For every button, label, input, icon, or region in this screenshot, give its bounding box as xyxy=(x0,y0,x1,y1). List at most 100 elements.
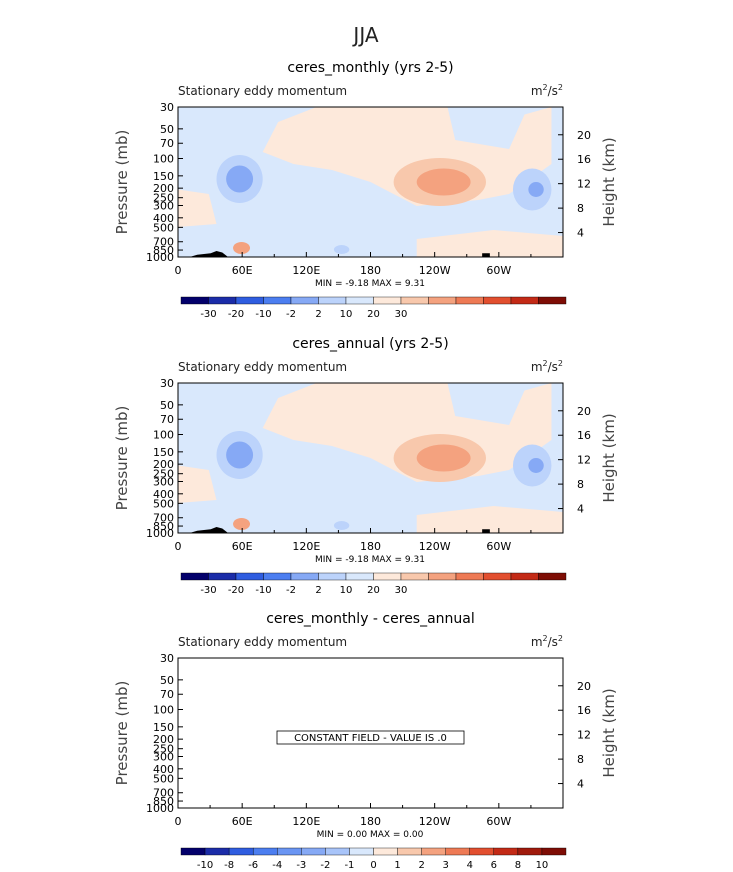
x-tick-label: 0 xyxy=(175,540,182,553)
colorbar-label: 4 xyxy=(467,860,473,871)
colorbar-swatch xyxy=(483,296,512,305)
y-tick-label: 250 xyxy=(153,468,174,481)
y-tick-label: 150 xyxy=(153,446,174,459)
colorbar-swatch xyxy=(445,847,470,856)
y-tick-label: 500 xyxy=(153,772,174,785)
colorbar-swatch xyxy=(263,572,292,581)
colorbar-label: 10 xyxy=(340,309,353,320)
y-axis-label: Pressure (mb) xyxy=(113,681,131,786)
colorbar-swatch xyxy=(290,572,319,581)
colorbar-swatch xyxy=(455,296,484,305)
colorbar-label: -3 xyxy=(296,860,306,871)
y-right-tick-label: 16 xyxy=(577,153,591,166)
y-tick-label: 150 xyxy=(153,721,174,734)
minmax-label: MIN = -9.18 MAX = 9.31 xyxy=(315,555,425,565)
colorbar-label: 10 xyxy=(536,860,549,871)
colorbar-label: -30 xyxy=(200,585,216,596)
panel-subtitle: Stationary eddy momentum xyxy=(178,635,347,649)
colorbar-swatch xyxy=(428,296,457,305)
x-tick-label: 60E xyxy=(232,540,253,553)
y-tick-label: 850 xyxy=(153,795,174,808)
y-right-axis-label: Height (km) xyxy=(600,137,618,226)
y-right-tick-label: 16 xyxy=(577,429,591,442)
colorbar-swatch xyxy=(345,572,374,581)
y-tick-label: 100 xyxy=(153,429,174,442)
field xyxy=(178,107,563,257)
colorbar-label: -2 xyxy=(286,585,296,596)
surface-positive xyxy=(233,518,250,530)
y-right-tick-label: 4 xyxy=(577,503,584,516)
y-tick-label: 150 xyxy=(153,170,174,183)
y-tick-label: 70 xyxy=(160,688,174,701)
x-tick-label: 120E xyxy=(292,815,320,828)
y-right-tick-label: 4 xyxy=(577,778,584,791)
panel-title: ceres_monthly - ceres_annual xyxy=(266,611,475,627)
positive-region-west xyxy=(178,189,217,227)
minmax-label: MIN = -9.18 MAX = 9.31 xyxy=(315,279,425,289)
positive-contour-10 xyxy=(416,444,471,472)
colorbar-swatch xyxy=(400,296,429,305)
annotation-text: CONSTANT FIELD - VALUE IS .0 xyxy=(294,733,447,744)
y-right-tick-label: 8 xyxy=(577,478,584,491)
colorbar-swatch xyxy=(235,572,264,581)
x-tick-label: 0 xyxy=(175,264,182,277)
figure-title: JJA xyxy=(351,23,378,47)
colorbar-label: 30 xyxy=(395,585,408,596)
y-tick-label: 250 xyxy=(153,192,174,205)
x-tick-label: 60W xyxy=(486,264,511,277)
y-right-tick-label: 20 xyxy=(577,129,591,142)
y-tick-label: 850 xyxy=(153,244,174,257)
colorbar-swatch xyxy=(318,296,347,305)
colorbar-swatch xyxy=(235,296,264,305)
colorbar-swatch xyxy=(469,847,495,856)
colorbar-swatch xyxy=(493,847,519,856)
y-tick-label: 100 xyxy=(153,704,174,717)
negative-contour-east-core xyxy=(528,182,544,197)
y-tick-label: 400 xyxy=(153,763,174,776)
colorbar-swatch xyxy=(180,572,209,581)
positive-region-low xyxy=(416,230,563,257)
colorbar-swatch xyxy=(204,847,230,856)
colorbar-label: -10 xyxy=(255,309,271,320)
y-tick-label: 400 xyxy=(153,212,174,225)
colorbar-label: -20 xyxy=(228,585,244,596)
colorbar-swatch xyxy=(228,847,254,856)
colorbar-swatch xyxy=(541,847,567,856)
colorbar-label: -8 xyxy=(224,860,234,871)
x-tick-label: 120W xyxy=(419,540,451,553)
colorbar-swatch xyxy=(483,572,512,581)
y-tick-label: 250 xyxy=(153,743,174,756)
colorbar-swatch xyxy=(325,847,350,856)
x-tick-label: 180 xyxy=(360,540,381,553)
colorbar-label: 20 xyxy=(367,585,380,596)
y-tick-label: 30 xyxy=(160,377,174,390)
panel-title: ceres_annual (yrs 2-5) xyxy=(292,336,448,352)
y-tick-label: 70 xyxy=(160,137,174,150)
positive-contour-10 xyxy=(416,168,471,196)
chart-panel-1: ceres_monthly (yrs 2-5) Stationary eddy m… xyxy=(113,60,618,320)
colorbar-label: -10 xyxy=(197,860,213,871)
y-right-tick-label: 16 xyxy=(577,704,591,717)
colorbar-swatch xyxy=(538,296,567,305)
y-tick-label: 300 xyxy=(153,475,174,488)
x-tick-label: 120W xyxy=(419,264,451,277)
colorbar-swatch xyxy=(301,847,326,856)
colorbar-label: -4 xyxy=(272,860,282,871)
colorbar-label: -10 xyxy=(255,585,271,596)
minmax-label: MIN = 0.00 MAX = 0.00 xyxy=(317,830,424,840)
panel-subtitle: Stationary eddy momentum xyxy=(178,360,347,374)
colorbar-swatch xyxy=(263,296,292,305)
y-right-tick-label: 20 xyxy=(577,680,591,693)
colorbar-label: 2 xyxy=(315,309,321,320)
x-tick-label: 60E xyxy=(232,264,253,277)
y-tick-label: 700 xyxy=(153,512,174,525)
x-tick-label: 0 xyxy=(175,815,182,828)
x-tick-label: 60W xyxy=(486,815,511,828)
y-tick-label: 400 xyxy=(153,488,174,501)
colorbar-label: 2 xyxy=(418,860,424,871)
colorbar-swatch xyxy=(345,296,374,305)
colorbar-label: 6 xyxy=(491,860,497,871)
colorbar-label: 20 xyxy=(367,309,380,320)
colorbar-swatch xyxy=(180,847,206,856)
y-right-tick-label: 4 xyxy=(577,227,584,240)
